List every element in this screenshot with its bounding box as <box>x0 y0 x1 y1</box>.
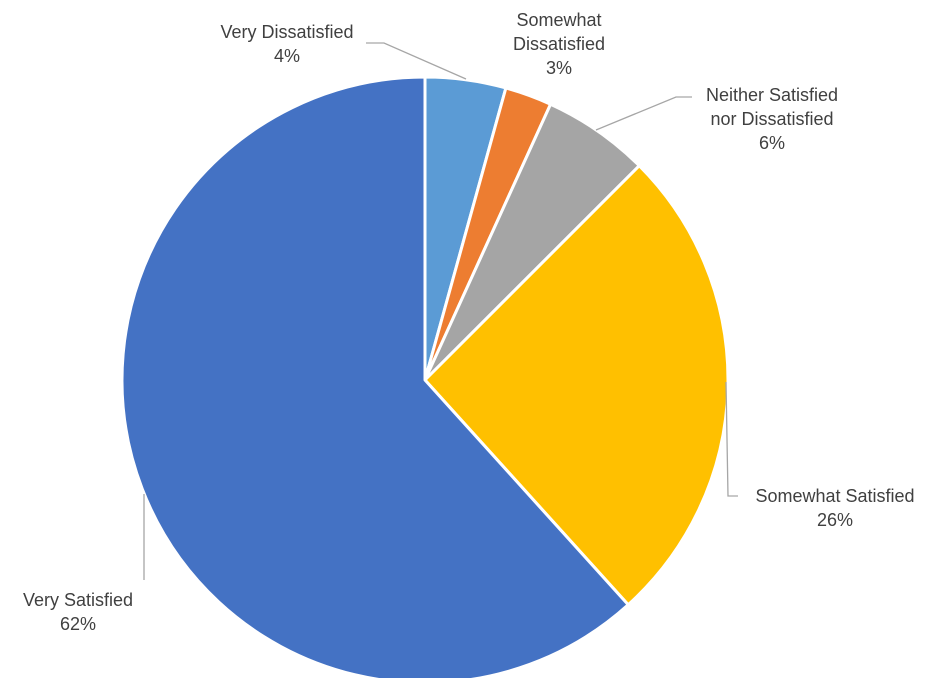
leader-lines-layer <box>143 42 738 580</box>
leader-line-somewhat-satisfied <box>725 381 738 497</box>
data-label-category: Very Satisfied <box>23 590 133 610</box>
data-label-percent: 4% <box>274 46 300 66</box>
data-labels-layer: Very Dissatisfied 4% Somewhat Dissatisfied 3… <box>23 10 915 634</box>
data-label-category: Dissatisfied <box>513 34 605 54</box>
data-label-percent: 3% <box>546 58 572 78</box>
data-label-category: Neither Satisfied <box>706 85 838 105</box>
data-label-percent: 62% <box>60 614 96 634</box>
data-label-very-satisfied: Very Satisfied 62% <box>23 590 133 634</box>
data-label-category: Very Dissatisfied <box>220 22 353 42</box>
data-label-percent: 6% <box>759 133 785 153</box>
slices-layer <box>120 75 730 678</box>
data-label-category: Somewhat Satisfied <box>755 486 914 506</box>
data-label-category: Somewhat <box>516 10 601 30</box>
data-label-percent: 26% <box>817 510 853 530</box>
leader-line-very-dissatisfied <box>366 42 467 80</box>
leader-line-neither-satisfied-nor-dissatisfied <box>595 96 692 131</box>
data-label-neither-satisfied-nor-dissatisfied: Neither Satisfied nor Dissatisfied 6% <box>706 85 838 153</box>
slice-very-satisfied <box>120 75 630 678</box>
data-label-category: nor Dissatisfied <box>710 109 833 129</box>
data-label-very-dissatisfied: Very Dissatisfied 4% <box>220 22 353 66</box>
data-label-somewhat-dissatisfied: Somewhat Dissatisfied 3% <box>513 10 605 78</box>
slice-somewhat-satisfied <box>423 164 730 607</box>
data-label-somewhat-satisfied: Somewhat Satisfied 26% <box>755 486 914 530</box>
